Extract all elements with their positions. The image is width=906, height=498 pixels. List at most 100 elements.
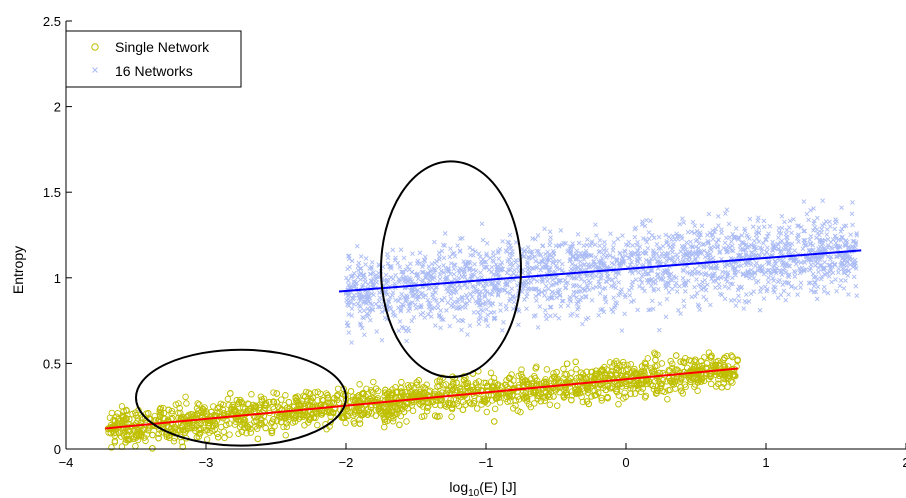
data-point-single-network bbox=[137, 429, 144, 436]
data-point-16-networks bbox=[417, 250, 423, 256]
data-point-16-networks bbox=[663, 314, 669, 320]
data-point-single-network bbox=[677, 358, 684, 365]
data-point-single-network bbox=[437, 402, 444, 409]
data-point-16-networks bbox=[420, 277, 425, 283]
data-point-single-network bbox=[282, 392, 289, 399]
data-point-16-networks bbox=[627, 293, 633, 298]
data-point-16-networks bbox=[429, 305, 435, 311]
data-point-16-networks bbox=[585, 262, 591, 267]
data-point-16-networks bbox=[429, 261, 435, 267]
data-point-single-network bbox=[561, 371, 569, 378]
data-point-16-networks bbox=[409, 269, 415, 275]
data-point-16-networks bbox=[798, 224, 804, 230]
data-point-single-network bbox=[423, 407, 431, 415]
data-point-16-networks bbox=[603, 278, 609, 284]
data-point-single-network bbox=[415, 377, 423, 384]
data-point-16-networks bbox=[546, 269, 552, 275]
data-point-16-networks bbox=[758, 289, 763, 294]
data-point-16-networks bbox=[761, 271, 767, 277]
data-point-16-networks bbox=[764, 286, 770, 292]
data-point-single-network bbox=[598, 397, 605, 404]
data-point-16-networks bbox=[646, 236, 652, 241]
data-point-16-networks bbox=[747, 236, 752, 241]
x-tick-label: 2 bbox=[902, 455, 906, 470]
data-point-16-networks bbox=[542, 288, 548, 294]
data-point-16-networks bbox=[638, 277, 643, 282]
data-point-16-networks bbox=[439, 248, 445, 254]
data-point-16-networks bbox=[613, 299, 618, 305]
data-point-single-network bbox=[649, 382, 657, 390]
data-point-16-networks bbox=[758, 285, 764, 291]
data-point-single-network bbox=[160, 409, 168, 417]
data-point-single-network bbox=[448, 382, 455, 390]
data-point-16-networks bbox=[806, 280, 812, 286]
data-point-16-networks bbox=[660, 277, 666, 282]
data-point-16-networks bbox=[719, 292, 725, 298]
data-point-single-network bbox=[667, 357, 674, 365]
data-point-16-networks bbox=[411, 314, 417, 320]
data-point-16-networks bbox=[787, 245, 793, 251]
data-point-single-network bbox=[535, 392, 543, 399]
data-point-16-networks bbox=[749, 249, 755, 255]
data-point-16-networks bbox=[420, 294, 426, 300]
data-point-16-networks bbox=[390, 276, 396, 282]
legend-box bbox=[65, 30, 242, 88]
data-point-single-network bbox=[519, 377, 526, 384]
data-point-16-networks bbox=[689, 294, 695, 300]
data-point-single-network bbox=[527, 403, 535, 411]
data-point-16-networks bbox=[455, 299, 460, 305]
data-point-single-network bbox=[214, 433, 222, 441]
data-point-16-networks bbox=[576, 299, 581, 305]
data-point-16-networks bbox=[428, 308, 433, 314]
data-point-16-networks bbox=[629, 282, 635, 288]
data-point-16-networks bbox=[792, 248, 798, 253]
data-point-16-networks bbox=[348, 283, 354, 289]
data-point-16-networks bbox=[503, 248, 509, 253]
data-point-16-networks bbox=[613, 285, 619, 291]
ticks-layer: −4 −3 −2 −1 0 1 2 0 0.5 1 1.5 2 2.5 bbox=[43, 14, 906, 470]
data-point-16-networks bbox=[700, 279, 705, 285]
x-tick-label: −1 bbox=[479, 455, 494, 470]
data-point-16-networks bbox=[630, 243, 635, 248]
data-point-16-networks bbox=[716, 223, 721, 228]
data-point-16-networks bbox=[396, 279, 402, 285]
data-point-16-networks bbox=[639, 222, 645, 227]
data-point-single-network bbox=[620, 361, 627, 369]
data-point-16-networks bbox=[683, 281, 688, 287]
data-point-16-networks bbox=[651, 286, 656, 292]
data-point-single-network bbox=[584, 385, 591, 392]
data-point-single-network bbox=[285, 398, 293, 406]
data-point-16-networks bbox=[550, 255, 556, 260]
data-point-16-networks bbox=[671, 241, 676, 247]
data-point-16-networks bbox=[499, 260, 505, 265]
data-point-16-networks bbox=[443, 266, 449, 271]
data-point-16-networks bbox=[460, 304, 465, 310]
data-point-16-networks bbox=[465, 285, 470, 290]
data-point-single-network bbox=[510, 385, 517, 392]
data-point-16-networks bbox=[830, 270, 836, 276]
data-point-single-network bbox=[696, 367, 704, 374]
data-point-16-networks bbox=[817, 237, 823, 243]
data-point-16-networks bbox=[500, 266, 506, 272]
data-point-16-networks bbox=[441, 270, 447, 275]
data-point-single-network bbox=[372, 385, 380, 392]
data-point-single-network bbox=[248, 391, 255, 398]
data-point-16-networks bbox=[507, 262, 513, 267]
data-point-16-networks bbox=[583, 293, 588, 299]
data-point-16-networks bbox=[824, 232, 830, 237]
data-point-16-networks bbox=[522, 297, 527, 302]
data-point-16-networks bbox=[611, 295, 616, 301]
data-point-16-networks bbox=[554, 295, 559, 300]
data-point-16-networks bbox=[419, 304, 424, 310]
data-point-16-networks bbox=[786, 225, 792, 230]
data-point-16-networks bbox=[529, 286, 534, 292]
data-point-single-network bbox=[613, 365, 621, 372]
data-point-16-networks bbox=[747, 216, 753, 222]
data-point-16-networks bbox=[476, 321, 482, 327]
data-point-16-networks bbox=[382, 315, 388, 321]
data-point-single-network bbox=[705, 375, 712, 383]
data-point-16-networks bbox=[478, 259, 484, 264]
data-point-16-networks bbox=[816, 269, 821, 275]
data-point-16-networks bbox=[469, 274, 475, 279]
data-point-16-networks bbox=[591, 259, 596, 265]
